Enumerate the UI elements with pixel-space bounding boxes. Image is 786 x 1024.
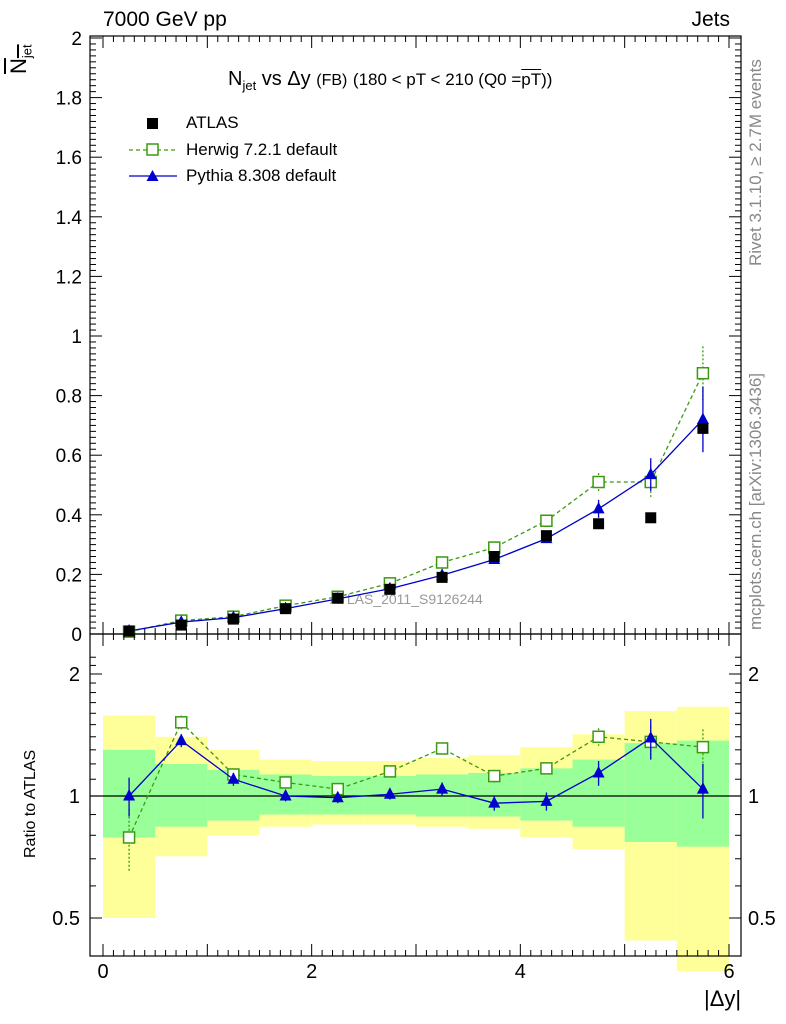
ratio-herwig-point bbox=[435, 742, 449, 755]
xtick-label: 2 bbox=[306, 961, 317, 983]
xtick-label: 0 bbox=[97, 961, 108, 983]
xtick-label: 6 bbox=[723, 961, 734, 983]
main-ytick-label: 2 bbox=[71, 29, 82, 50]
ratio-herwig-point bbox=[122, 831, 136, 844]
atlas-point bbox=[488, 551, 500, 563]
legend-herwig-marker bbox=[146, 143, 159, 156]
pythia-point bbox=[696, 412, 709, 424]
main-ytick-label: 0.6 bbox=[56, 446, 82, 467]
ratio-herwig-point bbox=[540, 762, 553, 775]
herwig-point bbox=[592, 475, 605, 489]
ratio-pythia-point bbox=[592, 765, 605, 778]
ratio-band-green bbox=[155, 763, 208, 827]
ratio-herwig-point bbox=[696, 740, 710, 754]
atlas-point bbox=[175, 619, 187, 631]
ratio-ytick-label-right: 0.5 bbox=[748, 908, 776, 930]
ratio-ytick-label-left: 2 bbox=[69, 664, 80, 686]
main-ytick-label: 1.2 bbox=[56, 267, 82, 288]
ratio-pythia-point bbox=[540, 794, 553, 806]
atlas-point bbox=[697, 422, 709, 434]
header-process-label: Jets bbox=[691, 8, 730, 31]
xtick-label: 4 bbox=[515, 961, 526, 983]
atlas-point bbox=[540, 530, 552, 542]
atlas-point bbox=[384, 583, 396, 595]
ratio-ytick-label-right: 1 bbox=[748, 786, 759, 808]
legend-pythia-marker bbox=[146, 170, 159, 181]
ratio-herwig-point bbox=[279, 776, 292, 789]
ratio-pythia-point bbox=[383, 787, 396, 799]
herwig-point bbox=[435, 556, 449, 569]
ratio-pythia-point bbox=[331, 790, 344, 803]
ratio-pythia-point bbox=[696, 782, 709, 794]
ratio-pythia-point bbox=[227, 772, 240, 784]
legend-pythia-label: Pythia 8.308 default bbox=[186, 166, 337, 185]
ratio-pythia-point bbox=[436, 782, 449, 794]
ratio-ytick-label-left: 0.5 bbox=[52, 908, 80, 930]
analysis-watermark: ATLAS_2011_S9126244 bbox=[330, 591, 483, 607]
ratio-herwig-point bbox=[488, 769, 501, 783]
legend-atlas-marker bbox=[147, 118, 158, 129]
ratio-ytick-label-left: 1 bbox=[69, 786, 80, 808]
plot-title: Njet vs Δy (FB) (180 < pT < 210 (Q0 =pT)… bbox=[228, 68, 553, 93]
ratio-pythia-point bbox=[488, 796, 501, 808]
legend-atlas-label: ATLAS bbox=[186, 113, 239, 132]
legend-herwig-label: Herwig 7.2.1 default bbox=[186, 140, 338, 159]
ratio-pythia-point bbox=[644, 731, 657, 743]
pythia-point bbox=[644, 467, 657, 480]
legend-markers bbox=[129, 118, 177, 181]
herwig-line bbox=[128, 372, 704, 633]
atlas-point bbox=[123, 625, 135, 637]
main-ytick-label: 0.4 bbox=[56, 506, 83, 527]
ratio-pythia-point bbox=[175, 733, 188, 746]
ratio-pythia-point bbox=[123, 789, 136, 801]
herwig-point bbox=[696, 367, 710, 380]
ratio-panel: 0.5 0.5 1 1 2 2 0 2 4 6 bbox=[52, 633, 776, 983]
pythia-line bbox=[128, 418, 704, 632]
ratio-band-green bbox=[624, 743, 677, 843]
ratio-pythia-line bbox=[128, 737, 704, 804]
pythia-point bbox=[592, 501, 605, 514]
herwig-point bbox=[540, 514, 553, 528]
main-panel: 0 0.2 0.4 0.6 0.8 1 1.2 1.4 1.6 1.8 2 bbox=[56, 29, 742, 646]
atlas-point bbox=[593, 518, 605, 530]
ratio-pythia-point bbox=[279, 789, 292, 801]
ratio-herwig-point bbox=[175, 716, 188, 729]
atlas-point bbox=[227, 613, 239, 625]
atlas-point bbox=[436, 571, 448, 583]
main-ytick-label: 1 bbox=[71, 327, 82, 348]
main-ytick-label: 0 bbox=[71, 625, 82, 646]
ratio-herwig-point bbox=[592, 730, 605, 744]
atlas-point bbox=[280, 603, 292, 615]
xlabel: |Δy| bbox=[704, 986, 742, 1011]
ratio-herwig-point bbox=[383, 765, 397, 778]
main-ytick-label: 0.2 bbox=[56, 565, 82, 586]
atlas-point bbox=[645, 512, 657, 524]
main-ytick-label: 1.6 bbox=[56, 148, 82, 169]
ratio-ytick-label-right: 2 bbox=[748, 664, 759, 686]
main-ytick-label: 1.8 bbox=[56, 89, 82, 110]
atlas-point bbox=[332, 592, 344, 604]
main-ytick-label: 0.8 bbox=[56, 387, 82, 408]
header-energy-label: 7000 GeV pp bbox=[103, 8, 227, 31]
main-ytick-label: 1.4 bbox=[56, 208, 83, 229]
main-frame bbox=[89, 35, 742, 635]
